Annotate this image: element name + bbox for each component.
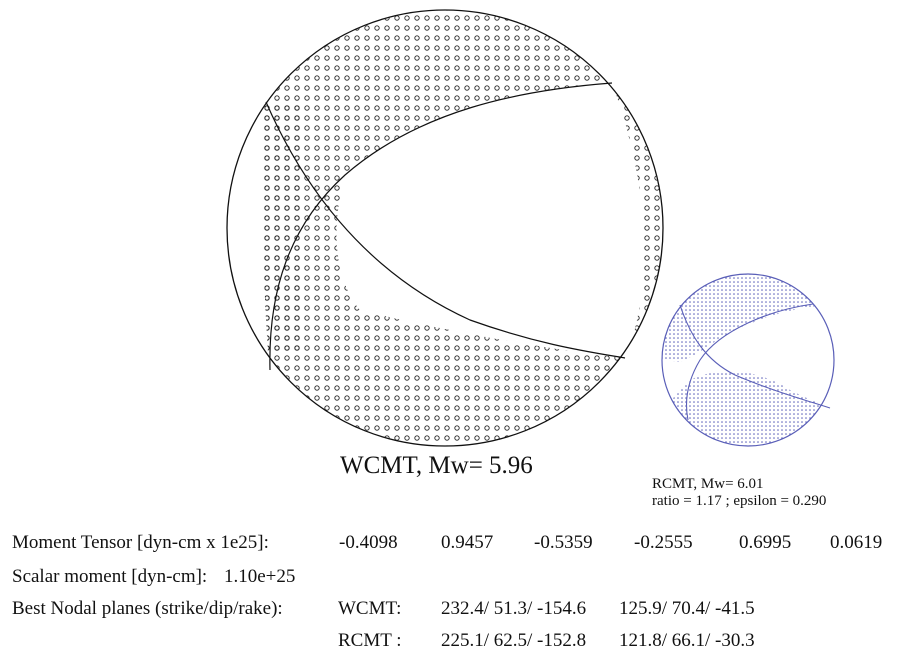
rcmt-magnitude-label: RCMT, Mw= 6.01 — [652, 476, 764, 492]
scalar-moment-label: Scalar moment [dyn-cm]: — [12, 566, 208, 587]
wcmt-nodal-plane-2 — [265, 101, 626, 359]
rcmt-beachball — [661, 273, 835, 447]
wcmt-nodal-plane-1 — [269, 82, 613, 371]
wcmt-beachball — [226, 9, 664, 447]
moment-tensor-value: -0.5359 — [534, 532, 593, 553]
ratio-epsilon-line: ratio = 1.17 ; epsilon = 0.290 — [652, 493, 827, 509]
wcmt-source-name: WCMT: — [338, 598, 402, 619]
nodal-planes-label: Best Nodal planes (strike/dip/rake): — [12, 598, 283, 619]
rcmt-focal-circle — [661, 273, 835, 447]
moment-tensor-value: -0.4098 — [339, 532, 398, 553]
rcmt-compressional-lower — [662, 371, 834, 446]
rcmt-compressional-upper — [662, 274, 834, 362]
moment-tensor-value: 0.6995 — [739, 532, 792, 553]
rcmt-source-name: RCMT : — [338, 630, 402, 651]
wcmt-plane-2: 125.9/ 70.4/ -41.5 — [619, 598, 755, 619]
wcmt-magnitude-label: WCMT, Mw= 5.96 — [340, 452, 533, 479]
rcmt-nodal-plane-1 — [685, 303, 814, 421]
wcmt-plane-1: 232.4/ 51.3/ -154.6 — [441, 598, 587, 619]
wcmt-focal-circle — [226, 9, 664, 447]
moment-tensor-value: 0.9457 — [441, 532, 494, 553]
wcmt-compressional-region — [227, 10, 663, 446]
moment-tensor-value: -0.2555 — [634, 532, 693, 553]
scalar-moment-value: 1.10e+25 — [224, 566, 296, 587]
rcmt-plane-2: 121.8/ 66.1/ -30.3 — [619, 630, 755, 651]
rcmt-nodal-plane-2 — [679, 304, 831, 409]
rcmt-info-label: RCMT, Mw= 6.01 ratio = 1.17 ; epsilon = … — [652, 476, 826, 510]
rcmt-plane-1: 225.1/ 62.5/ -152.8 — [441, 630, 587, 651]
moment-tensor-value: 0.0619 — [830, 532, 883, 553]
moment-tensor-label: Moment Tensor [dyn-cm x 1e25]: — [12, 532, 269, 553]
